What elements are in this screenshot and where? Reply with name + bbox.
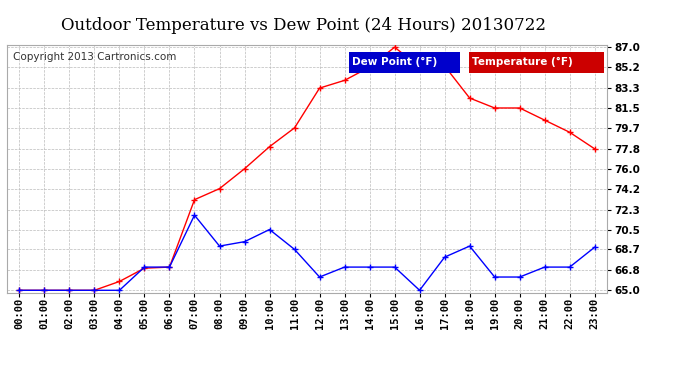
Text: Outdoor Temperature vs Dew Point (24 Hours) 20130722: Outdoor Temperature vs Dew Point (24 Hou… [61,17,546,34]
Text: Copyright 2013 Cartronics.com: Copyright 2013 Cartronics.com [13,53,176,62]
Text: Dew Point (°F): Dew Point (°F) [352,57,437,68]
Text: Temperature (°F): Temperature (°F) [472,57,573,68]
Bar [469,53,604,74]
Bar [349,53,460,74]
